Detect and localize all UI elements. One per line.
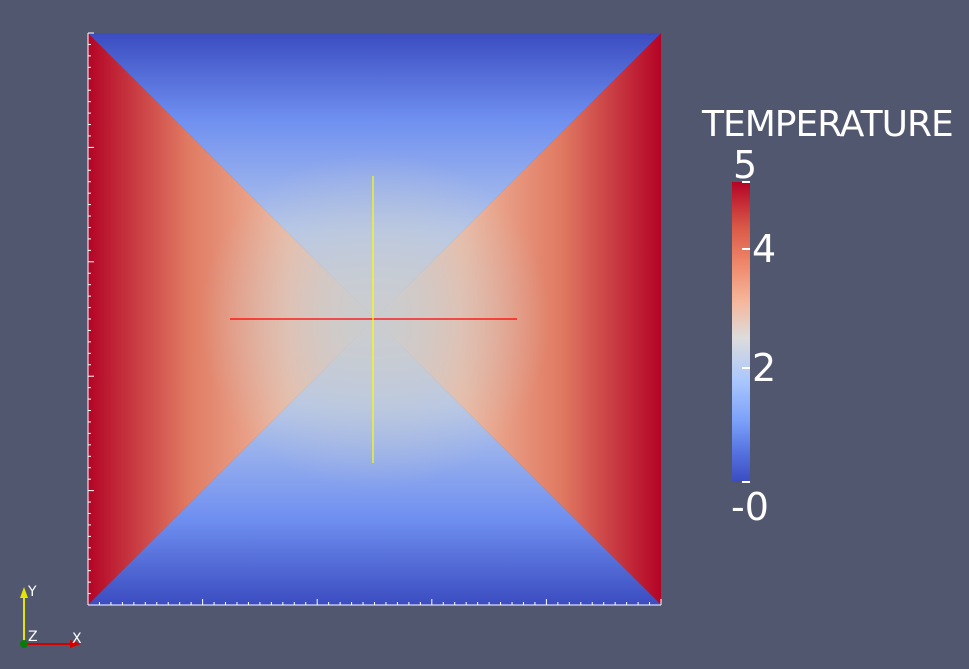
colorbar-tick-label-4: 4 [752, 227, 777, 271]
colorbar-title: TEMPERATURE [702, 104, 954, 145]
colorbar-tick-mark-2 [742, 367, 750, 369]
x-axis-arrowhead [70, 640, 81, 648]
x-axis-label: X [72, 631, 82, 647]
z-axis-label: Z [28, 629, 38, 645]
colorbar-tick-label-min: -0 [731, 485, 769, 529]
field-domain [88, 33, 661, 605]
colorbar-tick-label-max: 5 [733, 143, 758, 187]
colorbar-tick-mark-5 [742, 181, 750, 183]
y-axis-label: Y [28, 584, 37, 600]
orientation-axes [20, 587, 81, 648]
field-center-blend [200, 150, 550, 490]
colorbar-tick-label-2: 2 [752, 346, 777, 390]
z-axis-dot [20, 640, 28, 648]
y-axis-arrowhead [20, 587, 28, 598]
colorbar-tick-mark-0 [742, 481, 750, 483]
colorbar-tick-mark-4 [742, 248, 750, 250]
colorbar[interactable] [732, 182, 750, 482]
